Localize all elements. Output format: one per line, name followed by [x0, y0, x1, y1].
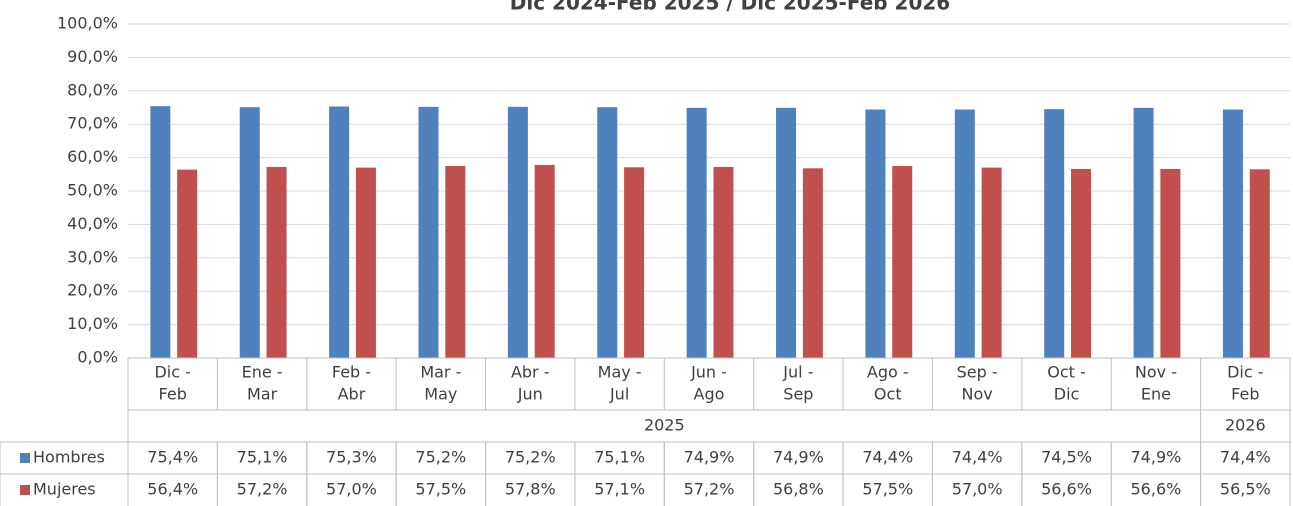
bar — [597, 107, 618, 358]
bar — [713, 166, 734, 358]
bar — [1133, 107, 1154, 358]
x-tick-label: Ago — [694, 385, 725, 404]
x-tick-label: Oct — [874, 385, 902, 404]
bar — [534, 164, 555, 358]
table-value: 75,2% — [505, 448, 556, 467]
table-value: 56,5% — [1220, 480, 1271, 499]
bar — [954, 109, 975, 358]
bar — [1160, 168, 1181, 358]
table-value: 57,1% — [594, 480, 645, 499]
bar — [1222, 109, 1243, 358]
x-tick-label: Feb — [159, 385, 187, 404]
table-value: 57,5% — [415, 480, 466, 499]
bar — [1071, 168, 1092, 358]
x-group-label: 2026 — [1225, 416, 1266, 435]
table-value: 56,6% — [1041, 480, 1092, 499]
table-value: 56,6% — [1131, 480, 1182, 499]
y-tick-label: 0,0% — [77, 348, 118, 367]
bar — [329, 106, 350, 358]
y-tick-label: 60,0% — [67, 147, 118, 166]
bar — [1044, 109, 1065, 358]
x-tick-label: Mar - — [420, 363, 461, 382]
x-tick-label: Nov — [962, 385, 993, 404]
bar — [892, 165, 913, 358]
x-tick-label: Jul - — [782, 363, 813, 382]
table-value: 75,3% — [326, 448, 377, 467]
x-tick-label: Sep — [783, 385, 813, 404]
table-value: 75,1% — [594, 448, 645, 467]
x-tick-label: Nov - — [1135, 363, 1177, 382]
x-tick-label: Ene - — [242, 363, 283, 382]
table-value: 57,5% — [862, 480, 913, 499]
table-value: 74,4% — [862, 448, 913, 467]
table-value: 57,0% — [326, 480, 377, 499]
x-tick-label: Jun - — [690, 363, 727, 382]
table-value: 74,9% — [773, 448, 824, 467]
x-group-label: 2025 — [644, 416, 685, 435]
bar — [177, 169, 198, 358]
y-tick-label: 90,0% — [67, 47, 118, 66]
table-value: 74,5% — [1041, 448, 1092, 467]
bar — [776, 107, 797, 358]
y-tick-label: 10,0% — [67, 314, 118, 333]
y-tick-label: 20,0% — [67, 281, 118, 300]
bar — [507, 106, 528, 358]
bar — [239, 107, 260, 358]
x-tick-label: May — [424, 385, 457, 404]
table-value: 74,9% — [1131, 448, 1182, 467]
table-value: 74,4% — [1220, 448, 1271, 467]
x-tick-label: Dic - — [1227, 363, 1263, 382]
x-tick-label: Oct - — [1047, 363, 1086, 382]
x-tick-label: Feb — [1231, 385, 1259, 404]
x-tick-label: Ago - — [867, 363, 909, 382]
y-tick-label: 100,0% — [57, 14, 118, 33]
bar — [865, 109, 886, 358]
bar — [418, 106, 439, 358]
bar — [1249, 169, 1270, 358]
y-tick-label: 70,0% — [67, 114, 118, 133]
table-value: 57,2% — [684, 480, 735, 499]
table-value: 56,4% — [147, 480, 198, 499]
bar — [624, 167, 645, 358]
chart-title: Dic 2024-Feb 2025 / Dic 2025-Feb 2026 — [510, 0, 950, 15]
table-value: 74,9% — [684, 448, 735, 467]
bar — [981, 167, 1002, 358]
legend-label: Hombres — [33, 448, 105, 467]
legend-swatch — [20, 453, 30, 463]
x-tick-label: Sep - — [957, 363, 998, 382]
y-tick-label: 40,0% — [67, 214, 118, 233]
bar — [686, 107, 707, 358]
bar — [266, 166, 287, 358]
table-value: 74,4% — [952, 448, 1003, 467]
table-value: 57,0% — [952, 480, 1003, 499]
x-tick-label: May - — [598, 363, 642, 382]
table-value: 57,2% — [237, 480, 288, 499]
y-tick-label: 50,0% — [67, 181, 118, 200]
table-value: 75,2% — [415, 448, 466, 467]
x-tick-label: Mar — [247, 385, 278, 404]
bar — [150, 106, 171, 358]
table-value: 75,1% — [237, 448, 288, 467]
bar — [802, 168, 823, 358]
table-value: 57,8% — [505, 480, 556, 499]
x-tick-label: Dic - — [154, 363, 190, 382]
x-tick-label: Feb - — [332, 363, 371, 382]
x-tick-label: Jul — [609, 385, 629, 404]
x-tick-label: Jun — [517, 385, 543, 404]
bar — [445, 165, 466, 358]
x-tick-label: Abr — [338, 385, 366, 404]
table-value: 56,8% — [773, 480, 824, 499]
legend-swatch — [20, 485, 30, 495]
bar — [355, 167, 376, 358]
y-tick-label: 80,0% — [67, 80, 118, 99]
x-tick-label: Abr - — [511, 363, 550, 382]
x-tick-label: Ene — [1141, 385, 1171, 404]
x-tick-label: Dic — [1054, 385, 1080, 404]
table-value: 75,4% — [147, 448, 198, 467]
legend-label: Mujeres — [33, 480, 96, 499]
y-tick-label: 30,0% — [67, 247, 118, 266]
